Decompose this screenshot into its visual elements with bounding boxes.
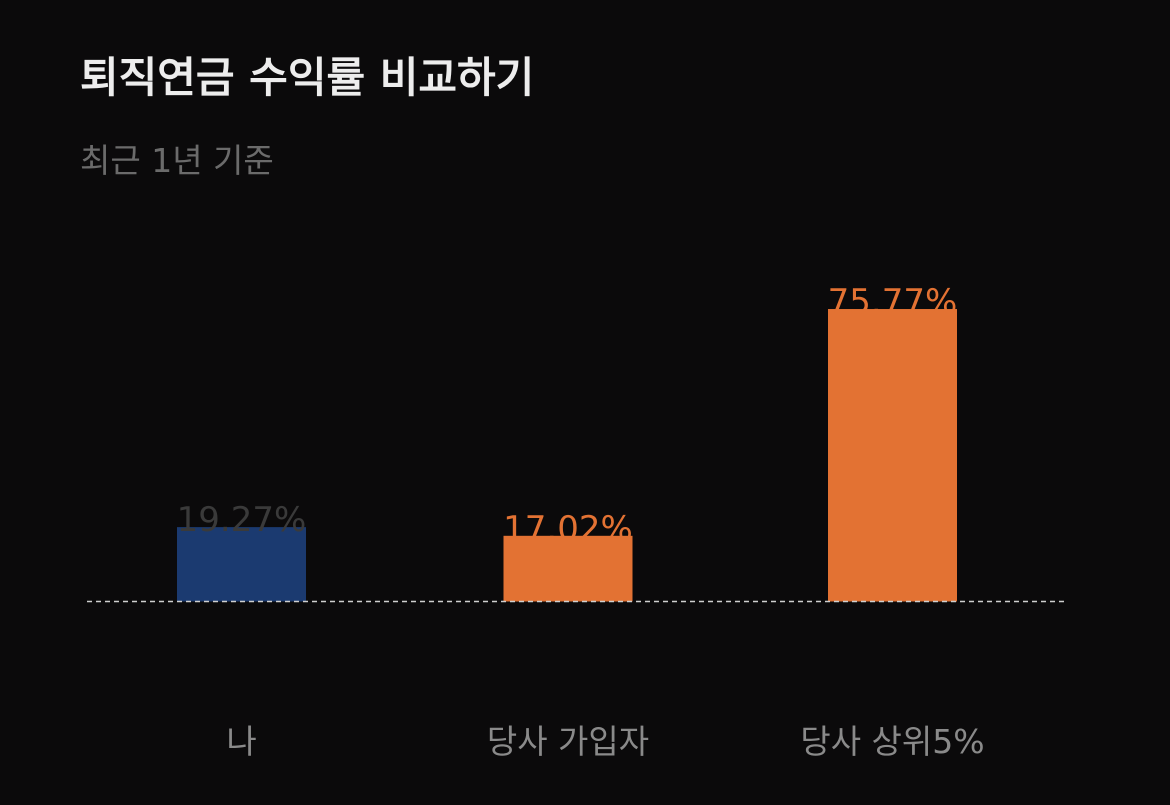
page-subtitle: 최근 1년 기준 — [80, 141, 274, 180]
bars-layer — [177, 309, 957, 602]
bar-1 — [177, 527, 306, 602]
category-label-2: 당사 가입자 — [487, 722, 649, 761]
value-label-2: 17.02% — [503, 509, 633, 549]
category-label-1: 나 — [226, 722, 256, 761]
labels-layer: 19.27% 나 17.02% 당사 가입자 75.77% 당사 상위5% — [177, 282, 985, 761]
bar-3 — [828, 309, 957, 602]
value-label-3: 75.77% — [828, 282, 958, 322]
value-label-1: 19.27% — [177, 500, 307, 540]
category-label-3: 당사 상위5% — [800, 722, 984, 761]
bar-2 — [503, 535, 633, 602]
page-title: 퇴직연금 수익률 비교하기 — [80, 53, 535, 102]
